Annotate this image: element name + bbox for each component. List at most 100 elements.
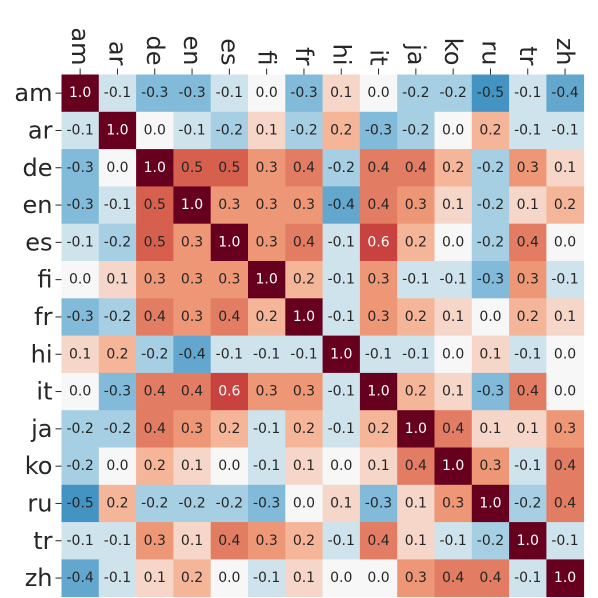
y-tick-label-hi: hi [31,340,53,368]
cell-value-fr-fr: 1.0 [293,309,315,325]
heatmap-cell-ru-am [61,484,100,523]
cell-value-it-ar: -0.3 [104,384,131,400]
x-tick-label-ko: ko [439,38,467,66]
cell-value-fr-ar: -0.2 [104,309,131,325]
heatmap-cell-ko-ar [98,447,137,486]
cell-value-ko-ar: 0.0 [106,458,128,474]
heatmap-cell-hi-es [210,335,249,374]
heatmap-cell-es-tr [509,223,547,262]
cell-value-ar-hi: 0.2 [330,122,352,138]
cell-value-it-ru: -0.3 [477,384,504,400]
cell-value-am-zh: -0.4 [551,85,578,101]
heatmap-cell-es-ja [397,223,435,262]
heatmap-cell-en-ru [471,186,510,225]
heatmap-cell-hi-tr [509,335,547,374]
cell-value-ko-en: 0.1 [181,458,203,474]
cell-value-es-ru: -0.2 [477,234,504,250]
heatmap-cell-es-fr [285,223,323,262]
cell-value-ru-es: -0.2 [216,495,243,511]
heatmap-cell-ko-zh [546,447,585,486]
cell-value-zh-it: 0.0 [367,570,389,586]
y-tick-label-it: it [36,378,52,406]
heatmap-cell-en-it [359,186,398,225]
heatmap-cell-fi-ja [397,261,435,299]
heatmap-cell-fr-es [210,298,249,336]
y-tick-label-ko: ko [25,452,53,480]
heatmap-cell-ko-fi [248,447,286,486]
cell-value-ru-ja: 0.1 [405,495,427,511]
x-tick-label-de: de [141,36,169,66]
heatmap-cell-de-ko [434,149,473,187]
cell-value-hi-zh: 0.0 [554,346,576,362]
heatmap-cell-tr-de [136,522,174,560]
cell-value-ja-es: 0.2 [218,421,240,437]
cell-value-fi-ar: 0.1 [106,272,128,288]
heatmap-cell-ja-ja [397,410,435,448]
heatmap-cell-hi-ko [434,335,473,374]
cell-value-am-ru: -0.5 [477,85,504,101]
heatmap-cell-am-zh [546,74,585,113]
heatmap-cell-zh-it [359,559,398,598]
heatmap-cell-it-it [359,372,398,411]
cell-value-de-it: 0.4 [367,160,389,176]
cell-value-it-ko: 0.1 [442,384,464,400]
cell-value-tr-ja: 0.1 [405,533,427,549]
heatmap-cell-es-de [136,223,174,262]
heatmap-cell-it-ja [397,372,435,411]
heatmap-cell-am-en [173,74,212,113]
heatmap-cells: 1.0 -0.1 -0.3 -0.3 -0.1 0.0 -0.3 0.1 0.0 -0.2 -0.2… [61,74,585,598]
x-tick-label-ar: ar [103,41,131,66]
heatmap-cell-fi-fr [285,261,323,299]
cell-value-de-ar: 0.0 [106,160,128,176]
heatmap-cell-de-it [359,149,398,187]
cell-value-ar-ru: 0.2 [479,122,501,138]
cell-value-fr-tr: 0.2 [517,309,539,325]
heatmap-cell-zh-fr [285,559,323,598]
heatmap-cell-zh-es [210,559,249,598]
cell-value-am-es: -0.1 [216,85,243,101]
cell-value-tr-ko: -0.1 [439,533,466,549]
x-tick-label-en: en [178,36,206,66]
heatmap-cell-de-hi [322,149,361,187]
cell-value-tr-de: 0.3 [144,533,166,549]
heatmap-cell-hi-ru [471,335,510,374]
heatmap-cell-de-fr [285,149,323,187]
heatmap-cell-it-fi [248,372,286,411]
heatmap-cell-ar-it [359,111,398,150]
heatmap-cell-ja-fi [248,410,286,448]
cell-value-de-fi: 0.3 [256,160,278,176]
heatmap-cell-ko-tr [509,447,547,486]
heatmap-cell-fr-de [136,298,174,336]
heatmap-cell-fi-hi [322,261,361,299]
heatmap-cell-am-ko [434,74,473,113]
heatmap-cell-fi-tr [509,261,547,299]
cell-value-ja-fr: 0.2 [293,421,315,437]
heatmap-cell-fr-ru [471,298,510,336]
heatmap-cell-am-hi [322,74,361,113]
cell-value-ar-en: -0.1 [178,122,205,138]
cell-value-es-hi: -0.1 [328,234,355,250]
cell-value-ko-ja: 0.4 [405,458,427,474]
cell-value-fi-es: 0.3 [218,272,240,288]
heatmap-cell-fi-es [210,261,249,299]
heatmap-cell-ar-ar [98,111,137,150]
heatmap-cell-de-es [210,149,249,187]
cell-value-hi-tr: -0.1 [514,346,541,362]
heatmap-cell-am-am [61,74,100,113]
heatmap-cell-fi-en [173,261,212,299]
y-tick-label-es: es [25,228,52,256]
cell-value-es-ar: -0.2 [104,234,131,250]
heatmap-cell-en-ar [98,186,137,225]
cell-value-en-ar: -0.1 [104,197,131,213]
heatmap-cell-it-ru [471,372,510,411]
cell-value-tr-it: 0.4 [367,533,389,549]
cell-value-fi-en: 0.3 [181,272,203,288]
heatmap-cell-zh-en [173,559,212,598]
y-tick-label-tr: tr [33,527,52,555]
heatmap-cell-am-es [210,74,249,113]
heatmap-cell-fr-fi [248,298,286,336]
heatmap-cell-ja-en [173,410,212,448]
cell-value-am-ko: -0.2 [439,85,466,101]
heatmap-cell-tr-ko [434,522,473,560]
cell-value-zh-ru: 0.4 [479,570,501,586]
